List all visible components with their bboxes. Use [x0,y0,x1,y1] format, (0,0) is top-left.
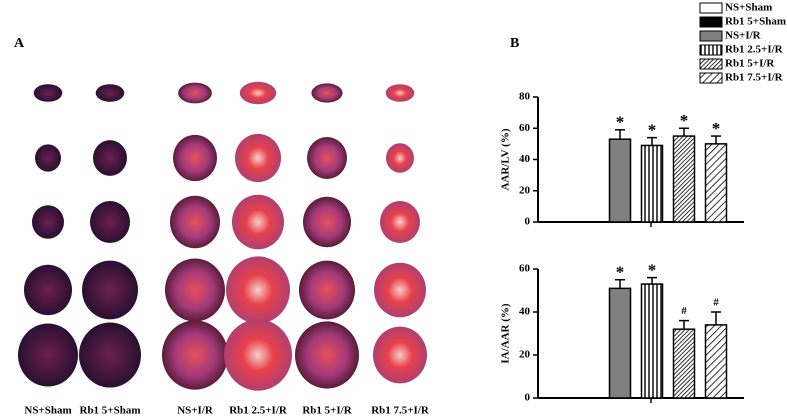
heart-slice [386,143,414,173]
heart-slice [170,195,220,249]
panel-label: A [14,36,25,51]
heart-slice [311,83,343,103]
heart-slice [235,133,281,183]
heart-slice [307,137,347,179]
heart-slice [90,201,130,243]
significance-mark: # [713,297,719,309]
legend-label: Rb1 5+I/R [725,58,775,70]
panel-label: B [510,36,519,51]
y-tick-label: 0 [525,216,531,228]
bar [704,324,728,399]
heart-slice [295,321,359,389]
y-tick-label: 0 [525,392,531,404]
legend-swatch [699,2,723,14]
heart-slice [24,264,72,316]
significance-mark: * [712,119,721,138]
heart-slice [162,320,228,390]
legend-label: NS+Sham [725,2,772,14]
legend-swatch [699,30,723,42]
significance-mark: * [616,263,625,282]
significance-mark: * [648,121,657,140]
heart-slice [178,82,212,104]
bar [672,135,696,223]
heart-slice [93,140,127,176]
bar [704,143,728,223]
heart-slice [385,84,415,102]
bar [608,138,632,223]
column-label: Rb1 2.5+I/R [229,405,288,417]
heart-slice [32,205,64,239]
heart-slice [82,260,138,320]
legend-swatch [699,44,723,56]
legend-swatch [699,16,723,28]
significance-mark: * [680,111,689,130]
legend-swatch [699,58,723,70]
heart-slice [18,323,78,387]
bar [672,328,696,399]
legend-label: Rb1 7.5+I/R [725,72,784,84]
y-axis-label: IA/AAR (%) [500,303,512,364]
heart-slice [303,196,351,248]
significance-mark: # [681,305,687,317]
heart-slice [224,319,292,391]
heart-slice [380,201,420,243]
legend-swatch [699,72,723,84]
legend-label: Rb1 5+Sham [725,16,786,28]
column-label: Rb1 5+I/R [302,405,352,417]
significance-mark: * [616,113,625,132]
heart-slices [18,81,427,391]
heart-slice [95,84,125,102]
column-label: Rb1 5+Sham [80,405,141,417]
heart-slice [239,81,277,105]
y-tick-label: 80 [519,91,531,103]
heart-slice [374,262,426,318]
significance-mark: * [648,261,657,280]
heart-slice [173,134,217,182]
heart-slice [226,256,290,324]
heart-slice [373,326,427,384]
legend-label: NS+I/R [725,30,762,42]
bar [608,287,632,399]
heart-slice [299,260,355,320]
heart-slice [232,194,284,250]
heart-slice [33,84,63,102]
legend-label: Rb1 2.5+I/R [725,44,784,56]
column-label: NS+I/R [177,405,214,417]
column-label: Rb1 7.5+I/R [371,405,430,417]
heart-slice [165,258,225,322]
y-axis-label: AAR/LV (%) [500,128,512,190]
y-tick-label: 20 [519,184,531,196]
y-tick-label: 40 [519,153,531,165]
heart-slice [79,322,141,388]
bar [640,144,664,223]
y-tick-label: 20 [519,349,531,361]
heart-slice [35,144,61,172]
y-tick-label: 60 [519,263,531,275]
y-tick-label: 40 [519,306,531,318]
column-label: NS+Sham [24,405,71,417]
bar [640,283,664,399]
y-tick-label: 60 [519,122,531,134]
